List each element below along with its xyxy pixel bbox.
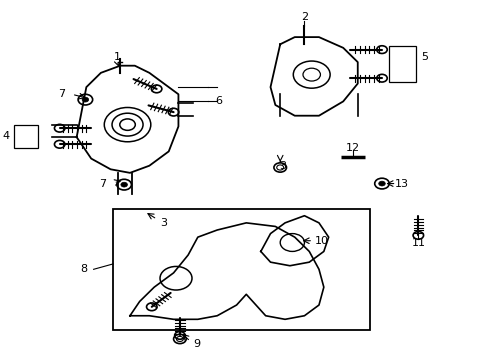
Circle shape	[82, 97, 89, 102]
Text: 2: 2	[301, 13, 308, 22]
Text: 1: 1	[113, 53, 121, 63]
Text: 3: 3	[279, 161, 286, 171]
Text: 12: 12	[346, 143, 360, 153]
Text: 5: 5	[421, 52, 428, 62]
Text: 8: 8	[80, 264, 87, 274]
Text: 7: 7	[58, 89, 66, 99]
Text: 13: 13	[394, 179, 408, 189]
Circle shape	[379, 181, 385, 186]
Bar	[113, 208, 370, 330]
Text: 9: 9	[193, 339, 200, 348]
Text: 7: 7	[99, 179, 107, 189]
Text: 6: 6	[215, 96, 222, 106]
Text: 4: 4	[2, 131, 10, 141]
Text: 10: 10	[315, 236, 328, 246]
Text: 3: 3	[160, 218, 168, 228]
Text: 11: 11	[411, 238, 425, 248]
Circle shape	[121, 182, 127, 187]
